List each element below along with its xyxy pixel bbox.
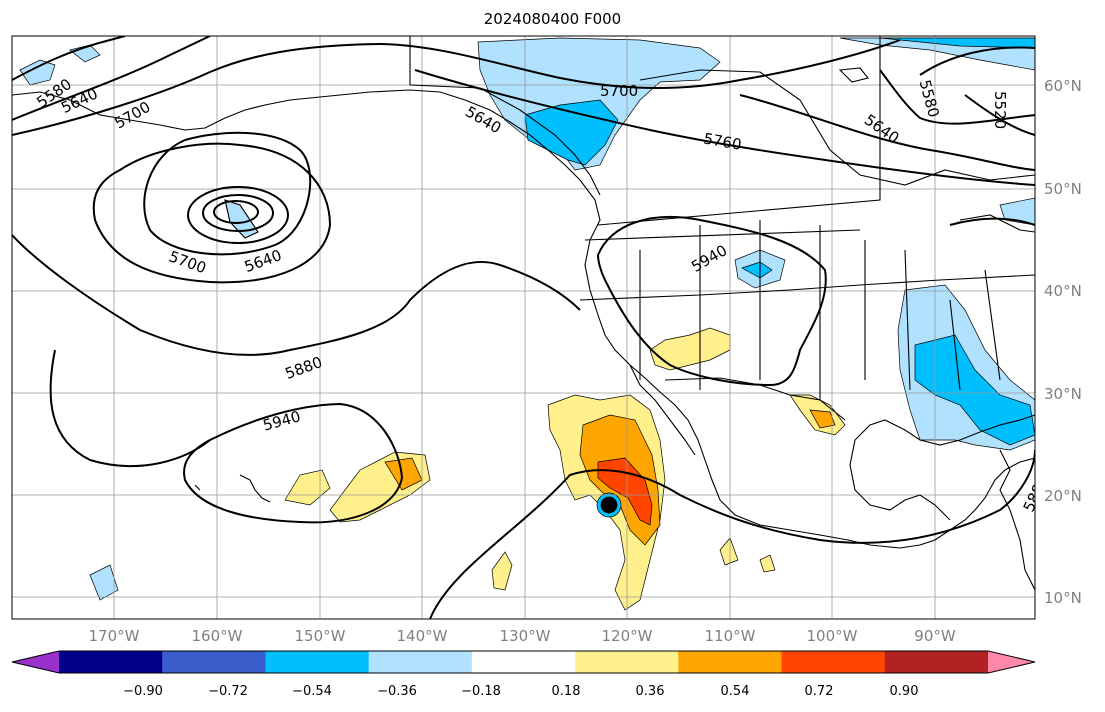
positive-anomaly-mexico-core xyxy=(597,457,653,526)
map-frame xyxy=(11,35,1036,620)
map-area: 5580 5640 5700 5640 5700 5760 5640 5580 … xyxy=(12,36,1035,619)
colorbar-segment xyxy=(471,651,576,673)
lat-label: 30°N xyxy=(1044,385,1082,403)
colorbar-tick-label: 0.90 xyxy=(889,684,919,699)
colorbar-tick-label: 0.18 xyxy=(551,684,581,699)
lon-label: 170°W xyxy=(88,627,140,645)
colorbar-segment xyxy=(575,651,679,673)
lon-label: 130°W xyxy=(499,627,551,645)
contour-5640-west xyxy=(12,36,211,121)
positive-anomaly-sw1 xyxy=(491,551,513,591)
negative-anomaly-rockies-core xyxy=(741,261,773,279)
negative-anomaly-southeast-core xyxy=(914,334,1035,446)
contour-5880-south xyxy=(49,349,211,468)
colorbar-tick-label: −0.90 xyxy=(123,684,163,699)
contour-5880 xyxy=(12,234,581,356)
colorbar-segment xyxy=(162,651,266,673)
negative-anomaly-bering xyxy=(19,59,56,86)
lon-label: 120°W xyxy=(601,627,653,645)
lat-label: 60°N xyxy=(1044,77,1082,95)
positive-anomaly-sw3 xyxy=(759,554,776,573)
contour-label: 5520 xyxy=(991,91,1009,129)
lon-label: 150°W xyxy=(294,627,346,645)
contour-label: 5700 xyxy=(600,82,638,100)
colorbar-tick-label: −0.72 xyxy=(208,684,248,699)
negative-anomaly-alaska-core xyxy=(524,99,619,166)
colorbar-extend-low xyxy=(12,651,59,673)
colorbar-segment xyxy=(781,651,886,673)
lon-label: 140°W xyxy=(396,627,448,645)
contour-5520 xyxy=(919,46,1035,76)
contour-5640-east xyxy=(739,94,1035,171)
map-title: 2024080400 F000 xyxy=(483,10,622,28)
lon-label: 100°W xyxy=(806,627,858,645)
colorbar-tick-label: −0.54 xyxy=(292,684,332,699)
positive-anomaly-sw2 xyxy=(719,537,739,566)
contour-5520-b xyxy=(964,94,1035,136)
contour-5760 xyxy=(414,69,1035,186)
colorbar-tick-label: 0.54 xyxy=(720,684,750,699)
negative-anomaly-pacific xyxy=(89,564,119,601)
colorbar-extend-high xyxy=(988,651,1035,673)
lon-label: 110°W xyxy=(704,627,756,645)
contour-5940-us xyxy=(597,216,827,387)
colorbar-segment xyxy=(368,651,473,673)
contour-5580-west xyxy=(12,36,126,81)
negative-anomaly-north-canada-core xyxy=(879,37,1035,49)
contour-5640-low xyxy=(143,131,312,256)
colorbar-tick-label: 0.36 xyxy=(635,684,665,699)
colorbar-segment xyxy=(678,651,783,673)
graticule xyxy=(12,36,1035,619)
lat-label: 20°N xyxy=(1044,487,1082,505)
lat-label: 50°N xyxy=(1044,180,1082,198)
lat-label: 40°N xyxy=(1044,282,1082,300)
positive-anomaly-hawaii xyxy=(284,469,331,506)
shaded-field xyxy=(19,37,1035,611)
contour-low-3 xyxy=(213,200,259,224)
lon-label: 160°W xyxy=(191,627,243,645)
lon-label: 90°W xyxy=(914,627,956,645)
colorbar-segment xyxy=(59,651,163,673)
contour-low-inner xyxy=(187,186,289,244)
contour-5880-mexico xyxy=(429,449,1035,619)
coastlines xyxy=(12,36,1035,591)
colorbar-outline xyxy=(11,650,1036,674)
contour-5700-north xyxy=(12,39,901,136)
negative-anomaly-east xyxy=(999,197,1035,226)
colorbar-tick-label: −0.18 xyxy=(461,684,501,699)
contour-low-2 xyxy=(202,194,274,232)
colorbar-tick-label: 0.72 xyxy=(804,684,834,699)
colorbar-tick-label: −0.36 xyxy=(377,684,417,699)
contour-5940-ne xyxy=(949,217,1035,226)
contour-5700-low xyxy=(92,142,332,284)
contour-5940-hawaii xyxy=(183,402,404,524)
colorbar-segment xyxy=(884,651,989,673)
colorbar-segment xyxy=(265,651,370,673)
colorbar xyxy=(11,650,1036,674)
positive-anomaly-texas-core xyxy=(809,409,836,429)
height-contours xyxy=(12,36,1035,619)
lat-label: 10°N xyxy=(1044,589,1082,607)
